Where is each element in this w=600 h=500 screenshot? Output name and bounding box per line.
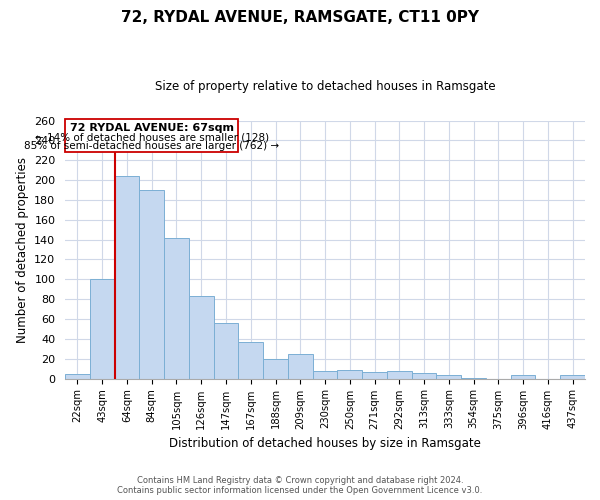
Bar xyxy=(387,370,412,378)
Text: 72, RYDAL AVENUE, RAMSGATE, CT11 0PY: 72, RYDAL AVENUE, RAMSGATE, CT11 0PY xyxy=(121,10,479,25)
X-axis label: Distribution of detached houses by size in Ramsgate: Distribution of detached houses by size … xyxy=(169,437,481,450)
Bar xyxy=(263,358,288,378)
Title: Size of property relative to detached houses in Ramsgate: Size of property relative to detached ho… xyxy=(155,80,496,93)
Text: Contains HM Land Registry data © Crown copyright and database right 2024.
Contai: Contains HM Land Registry data © Crown c… xyxy=(118,476,482,495)
Bar xyxy=(139,190,164,378)
Bar xyxy=(164,238,189,378)
Bar xyxy=(436,374,461,378)
Bar xyxy=(412,372,436,378)
FancyBboxPatch shape xyxy=(65,118,238,152)
Text: 72 RYDAL AVENUE: 67sqm: 72 RYDAL AVENUE: 67sqm xyxy=(70,122,234,132)
Bar xyxy=(189,296,214,378)
Bar xyxy=(90,280,115,378)
Bar xyxy=(511,374,535,378)
Text: ← 14% of detached houses are smaller (128): ← 14% of detached houses are smaller (12… xyxy=(35,132,269,142)
Text: 85% of semi-detached houses are larger (762) →: 85% of semi-detached houses are larger (… xyxy=(24,142,279,152)
Bar xyxy=(362,372,387,378)
Bar xyxy=(238,342,263,378)
Bar xyxy=(313,370,337,378)
Bar xyxy=(214,323,238,378)
Bar xyxy=(288,354,313,378)
Bar xyxy=(65,374,90,378)
Bar xyxy=(560,374,585,378)
Y-axis label: Number of detached properties: Number of detached properties xyxy=(16,156,29,342)
Bar xyxy=(337,370,362,378)
Bar xyxy=(115,176,139,378)
